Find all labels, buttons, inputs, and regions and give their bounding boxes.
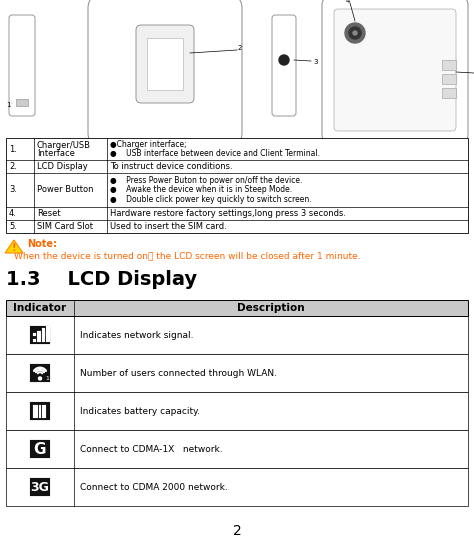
Text: 4.: 4.	[9, 209, 17, 218]
Text: SIM Card Slot: SIM Card Slot	[37, 222, 93, 231]
FancyBboxPatch shape	[272, 15, 296, 116]
Bar	[37, 336, 41, 342]
Text: 2: 2	[233, 524, 241, 538]
Bar	[6, 300, 468, 316]
Text: 1: 1	[45, 376, 49, 382]
Text: LCD Display: LCD Display	[37, 162, 88, 171]
Text: When the device is turned on， the LCD screen will be closed after 1 minute.: When the device is turned on， the LCD sc…	[14, 252, 361, 260]
Bar	[6, 468, 468, 506]
Circle shape	[345, 23, 365, 43]
Polygon shape	[5, 240, 23, 253]
Bar	[442, 74, 456, 84]
Text: Indicates network signal.: Indicates network signal.	[80, 330, 193, 340]
FancyBboxPatch shape	[9, 15, 35, 116]
Text: 2.: 2.	[9, 162, 17, 171]
Circle shape	[279, 55, 289, 65]
Text: 3: 3	[313, 59, 318, 65]
Text: Interface: Interface	[37, 149, 75, 158]
Text: Reset: Reset	[37, 209, 61, 218]
Circle shape	[349, 27, 361, 39]
Text: 3G: 3G	[30, 481, 49, 494]
Bar	[33, 339, 36, 342]
Text: Connect to CDMA 2000 network.: Connect to CDMA 2000 network.	[80, 482, 228, 492]
Bar	[6, 316, 468, 354]
Text: Hardware restore factory settings,long press 3 seconds.: Hardware restore factory settings,long p…	[110, 209, 346, 218]
Text: ●    USB interface between device and Client Terminal.: ● USB interface between device and Clien…	[110, 149, 320, 158]
Bar	[30, 326, 50, 344]
Bar	[36, 404, 38, 418]
Bar	[42, 334, 46, 342]
FancyBboxPatch shape	[322, 0, 468, 143]
Bar	[46, 331, 50, 342]
Bar	[30, 364, 50, 382]
Text: !: !	[12, 243, 16, 253]
Text: ●    Awake the device when it is in Steep Mode.: ● Awake the device when it is in Steep M…	[110, 185, 292, 195]
FancyBboxPatch shape	[334, 9, 456, 131]
Bar	[16, 99, 28, 106]
Bar	[39, 404, 41, 418]
Text: ●    Double click power key quickly to switch screen.: ● Double click power key quickly to swit…	[110, 195, 311, 204]
Text: 5.: 5.	[9, 222, 17, 231]
Bar	[42, 404, 44, 418]
Bar	[45, 404, 46, 418]
Text: 1.: 1.	[9, 144, 17, 154]
Circle shape	[38, 377, 42, 380]
Text: ●    Press Power Buton to power on/off the device.: ● Press Power Buton to power on/off the …	[110, 176, 302, 185]
Text: 1.3    LCD Display: 1.3 LCD Display	[6, 270, 197, 289]
Text: 4: 4	[346, 0, 350, 4]
FancyBboxPatch shape	[136, 25, 194, 103]
Text: 1: 1	[6, 102, 10, 108]
Text: Note:: Note:	[27, 239, 57, 249]
Circle shape	[353, 31, 357, 35]
Bar	[6, 138, 468, 233]
Bar	[6, 430, 468, 468]
Bar	[30, 440, 50, 458]
Bar	[42, 328, 46, 336]
Text: 2: 2	[238, 45, 242, 51]
Text: Indicates battery capacity.: Indicates battery capacity.	[80, 406, 200, 416]
Bar	[30, 478, 50, 496]
Text: Charger/USB: Charger/USB	[37, 141, 91, 149]
Text: G: G	[34, 442, 46, 457]
Text: Used to insert the SIM card.: Used to insert the SIM card.	[110, 222, 227, 231]
Bar	[37, 331, 41, 336]
Text: Connect to CDMA-1X   network.: Connect to CDMA-1X network.	[80, 445, 223, 453]
Bar	[30, 402, 50, 420]
FancyBboxPatch shape	[88, 0, 242, 145]
Bar	[147, 38, 183, 90]
Bar	[442, 60, 456, 70]
Text: Description: Description	[237, 303, 305, 313]
Text: Power Button: Power Button	[37, 185, 93, 195]
Text: ●Charger interface;: ●Charger interface;	[110, 140, 187, 149]
Text: Indicator: Indicator	[13, 303, 66, 313]
Bar	[6, 354, 468, 392]
Bar	[442, 88, 456, 98]
Text: Number of users connected through WLAN.: Number of users connected through WLAN.	[80, 369, 277, 377]
Bar	[6, 392, 468, 430]
Bar	[33, 333, 36, 336]
Text: To instruct device conditions.: To instruct device conditions.	[110, 162, 233, 171]
Text: 3.: 3.	[9, 185, 17, 195]
Bar	[46, 326, 50, 336]
Bar	[34, 404, 36, 418]
